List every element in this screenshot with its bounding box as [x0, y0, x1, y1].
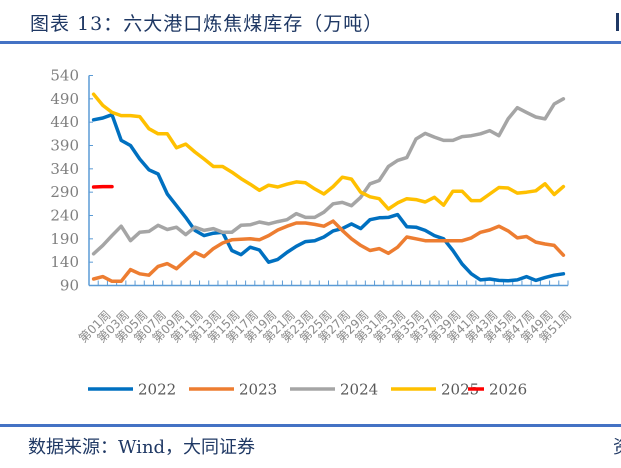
- source-note: 数据来源：Wind，大同证券: [28, 437, 256, 458]
- y-tick-label: 90: [60, 277, 79, 295]
- y-tick-label: 290: [50, 183, 79, 201]
- y-tick-label: 190: [50, 230, 79, 248]
- y-tick-label: 140: [50, 253, 79, 271]
- y-tick-label: 390: [50, 137, 79, 155]
- y-tick-label: 240: [50, 207, 79, 225]
- y-tick-label: 490: [50, 90, 79, 108]
- legend-label-2025: 2025: [441, 381, 479, 399]
- legend-label-2026: 2026: [489, 381, 527, 399]
- y-tick-label: 440: [50, 113, 79, 131]
- legend-label-2022: 2022: [138, 381, 176, 399]
- chart-title: 图表 13：六大港口炼焦煤库存（万吨）: [30, 13, 384, 35]
- legend-label-2024: 2024: [340, 381, 378, 399]
- series-line-2022: [91, 112, 566, 283]
- series-line-2025: [91, 92, 566, 211]
- legend-label-2023: 2023: [239, 381, 277, 399]
- header-divider: [0, 41, 621, 44]
- line-chart: 90140190240290340390440490540第01周第03周第05…: [50, 67, 574, 399]
- cutoff-text: 资: [613, 433, 621, 459]
- y-tick-label: 340: [50, 160, 79, 178]
- series-line-2024: [91, 97, 566, 256]
- y-tick-label: 540: [50, 67, 79, 85]
- page-edge-marker: [616, 13, 619, 31]
- series-line-2023: [91, 219, 566, 284]
- footer-divider: [0, 424, 621, 427]
